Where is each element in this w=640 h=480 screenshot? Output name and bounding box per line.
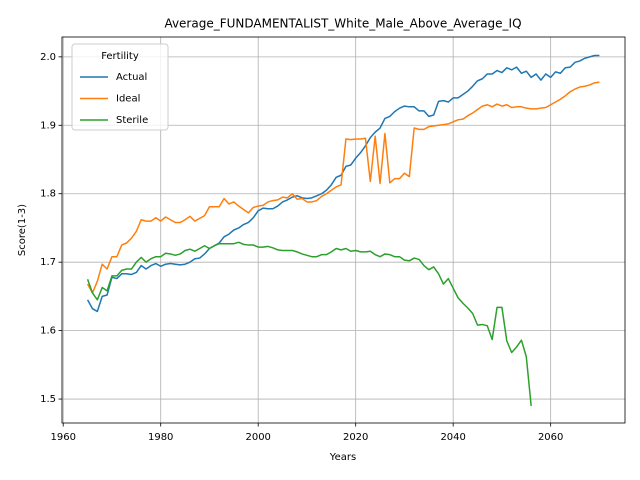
y-tick-label: 2.0: [40, 52, 56, 63]
plot-lines: [86, 54, 600, 406]
legend-label: Ideal: [116, 94, 140, 105]
x-tick-label: 2000: [245, 432, 270, 443]
legend-box: [71, 43, 169, 131]
legend-label: Actual: [116, 72, 147, 83]
legend-title: Fertility: [101, 51, 139, 62]
legend: Fertility Actual Ideal Sterile: [71, 43, 169, 131]
grid: [62, 37, 625, 423]
chart-title: Average_FUNDAMENTALIST_White_Male_Above_…: [164, 17, 521, 31]
legend-label: Sterile: [116, 115, 148, 126]
series-line: [86, 54, 600, 313]
y-tick-label: 1.7: [40, 257, 56, 268]
plot-frame: [61, 36, 626, 424]
x-tick-label: 1960: [50, 432, 75, 443]
series-line: [86, 81, 600, 294]
x-tick-label: 2060: [538, 432, 563, 443]
series-line: [86, 241, 532, 406]
x-tick-label: 2040: [440, 432, 465, 443]
x-axis-label: Years: [329, 452, 356, 463]
x-tick-label: 2020: [343, 432, 368, 443]
y-tick-label: 1.8: [40, 189, 56, 200]
y-tick-label: 1.9: [40, 120, 56, 131]
x-tick-label: 1980: [148, 432, 173, 443]
y-tick-label: 1.5: [40, 394, 56, 405]
y-tick-label: 1.6: [40, 326, 56, 337]
y-axis-label: Score(1-3): [17, 204, 28, 256]
